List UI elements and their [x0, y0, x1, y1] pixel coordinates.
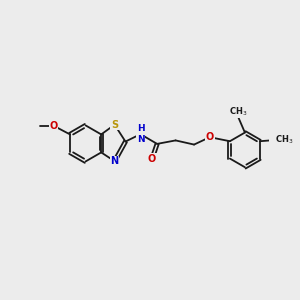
- Text: S: S: [111, 120, 118, 130]
- Text: O: O: [148, 154, 156, 164]
- Text: CH$_3$: CH$_3$: [229, 105, 248, 118]
- Text: O: O: [206, 132, 214, 142]
- Text: N: N: [110, 156, 119, 166]
- Text: CH$_3$: CH$_3$: [275, 134, 293, 146]
- Text: O: O: [49, 121, 58, 130]
- Text: H
N: H N: [137, 124, 144, 144]
